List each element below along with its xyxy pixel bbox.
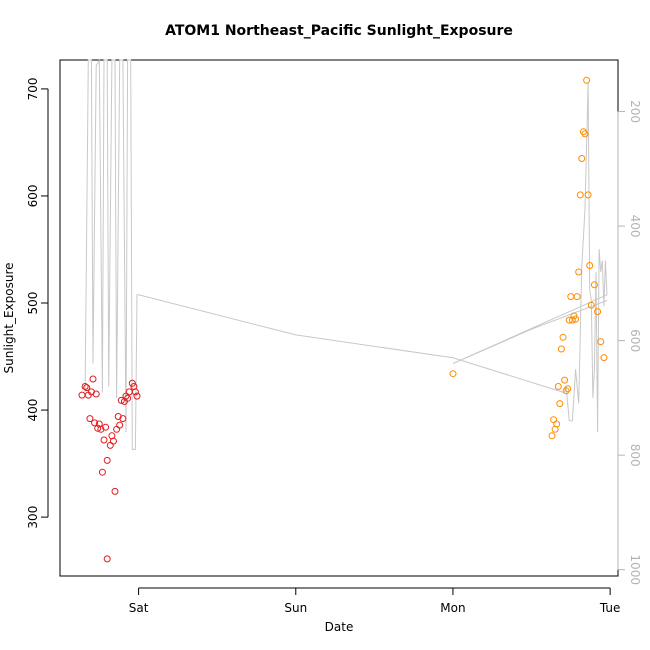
- data-point-series-1: [100, 436, 108, 444]
- data-point-series-2: [562, 387, 570, 395]
- data-point-series-2: [575, 268, 583, 276]
- x-tick-label: Sat: [129, 601, 149, 615]
- data-point-series-1: [125, 388, 133, 396]
- y2-tick-label: 800: [628, 444, 642, 467]
- trace-line: [84, 58, 608, 450]
- x-axis-label: Date: [325, 620, 354, 634]
- data-point-series-2: [587, 301, 595, 309]
- data-point-series-1: [116, 421, 124, 429]
- y2-tick-label: 400: [628, 215, 642, 238]
- x-tick-label: Sun: [284, 601, 307, 615]
- data-point-series-1: [106, 441, 114, 449]
- trace-layer: [84, 58, 608, 450]
- data-point-series-1: [111, 487, 119, 495]
- data-point-series-1: [81, 383, 89, 390]
- data-point-series-2: [554, 383, 562, 390]
- chart-title: ATOM1 Northeast_Pacific Sunlight_Exposur…: [165, 23, 513, 39]
- data-point-series-2: [597, 338, 605, 346]
- y-tick-label: 400: [26, 399, 40, 422]
- y-axis-right: 200 400 600 800 1000: [617, 100, 642, 585]
- data-point-series-2: [556, 400, 564, 408]
- y2-tick-label: 200: [628, 100, 642, 123]
- y-tick-label: 500: [26, 292, 40, 315]
- data-point-series-1: [119, 415, 127, 423]
- data-point-series-1: [78, 391, 86, 399]
- data-point-series-2: [590, 281, 598, 289]
- data-point-series-2: [548, 432, 556, 440]
- y-axis-left: 300 400 500 600 700: [26, 77, 49, 529]
- data-point-series-2: [586, 262, 594, 269]
- data-point-series-1: [103, 456, 111, 464]
- points-layer: [78, 76, 608, 563]
- data-point-series-2: [583, 76, 591, 84]
- data-point-series-1: [83, 384, 91, 392]
- data-point-series-2: [573, 293, 581, 301]
- data-point-series-2: [572, 315, 580, 323]
- x-tick-label: Mon: [440, 601, 465, 615]
- data-point-series-2: [567, 293, 575, 301]
- data-point-series-1: [103, 555, 111, 563]
- data-point-series-2: [559, 333, 567, 341]
- data-point-series-1: [102, 423, 110, 431]
- data-point-series-1: [98, 468, 106, 476]
- y-tick-label: 700: [26, 77, 40, 100]
- data-point-series-2: [584, 191, 592, 199]
- data-point-series-1: [133, 392, 141, 400]
- data-point-series-1: [109, 437, 117, 445]
- data-point-series-2: [564, 385, 572, 393]
- x-axis: Sat Sun Mon Tue: [129, 587, 621, 615]
- y-tick-label: 600: [26, 185, 40, 208]
- data-point-series-2: [557, 345, 565, 353]
- data-point-series-2: [576, 191, 584, 199]
- data-point-series-1: [86, 415, 94, 423]
- data-point-series-2: [600, 354, 608, 362]
- y-axis-label: Sunlight_Exposure: [2, 263, 16, 374]
- data-point-series-1: [131, 388, 139, 396]
- data-point-series-2: [561, 376, 569, 384]
- data-point-series-2: [594, 308, 602, 316]
- data-point-series-2: [553, 420, 561, 428]
- data-point-series-1: [124, 394, 132, 402]
- y2-tick-label: 600: [628, 329, 642, 352]
- data-point-series-2: [568, 316, 576, 324]
- y-tick-label: 300: [26, 506, 40, 529]
- x-tick-label: Tue: [599, 601, 621, 615]
- data-point-series-2: [578, 155, 586, 162]
- plot-frame: [59, 59, 619, 577]
- data-point-series-2: [550, 416, 558, 424]
- data-point-series-1: [91, 419, 99, 427]
- data-point-series-2: [449, 370, 457, 378]
- data-point-series-2: [581, 130, 589, 138]
- data-point-series-1: [94, 424, 102, 432]
- data-point-series-1: [113, 425, 121, 433]
- data-point-series-1: [89, 375, 97, 383]
- y2-tick-label: 1000: [628, 554, 642, 585]
- data-point-series-1: [92, 390, 100, 398]
- data-point-series-1: [117, 396, 125, 404]
- data-point-series-2: [579, 128, 587, 136]
